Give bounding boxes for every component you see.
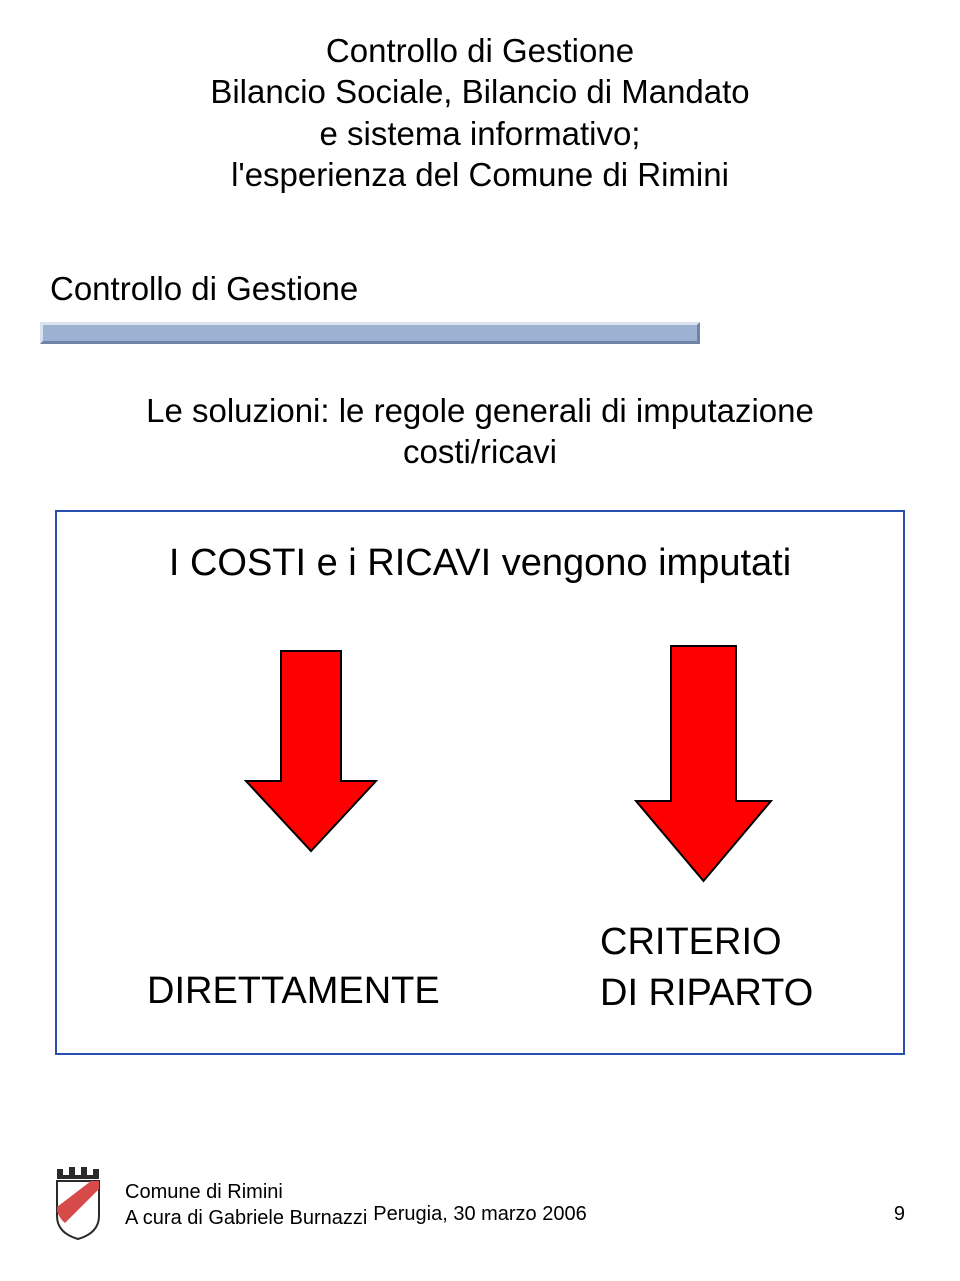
label-direttamente: DIRETTAMENTE [147,970,440,1013]
content-box: I COSTI e i RICAVI vengono imputati DIRE… [55,510,905,1055]
label-right-line1: CRITERIO [600,921,782,963]
page-number: 9 [894,1203,905,1226]
body-text: Le soluzioni: le regole generali di impu… [0,390,960,473]
subsection-label: Controllo di Gestione [50,270,358,308]
slide-title: Controllo di Gestione Bilancio Sociale, … [0,30,960,195]
body-line-2: costi/ricavi [403,433,557,470]
body-line-1: Le soluzioni: le regole generali di impu… [146,392,814,429]
box-title: I COSTI e i RICAVI vengono imputati [57,542,903,585]
label-criterio-riparto: CRITERIO DI RIPARTO [600,917,813,1020]
title-line-3: e sistema informativo; [320,115,641,152]
slide: Controllo di Gestione Bilancio Sociale, … [0,0,960,1281]
title-line-1: Controllo di Gestione [326,32,634,69]
title-line-4: l'esperienza del Comune di Rimini [231,156,729,193]
footer-place-date: Perugia, 30 marzo 2006 [0,1203,960,1226]
horizontal-bar [40,322,700,344]
label-right-line2: DI RIPARTO [600,972,813,1014]
arrow-down-right [632,642,775,885]
arrow-down-left [242,647,380,855]
footer-org: Comune di Rimini [125,1181,283,1203]
comune-logo [45,1161,110,1241]
title-line-2: Bilancio Sociale, Bilancio di Mandato [210,73,749,110]
